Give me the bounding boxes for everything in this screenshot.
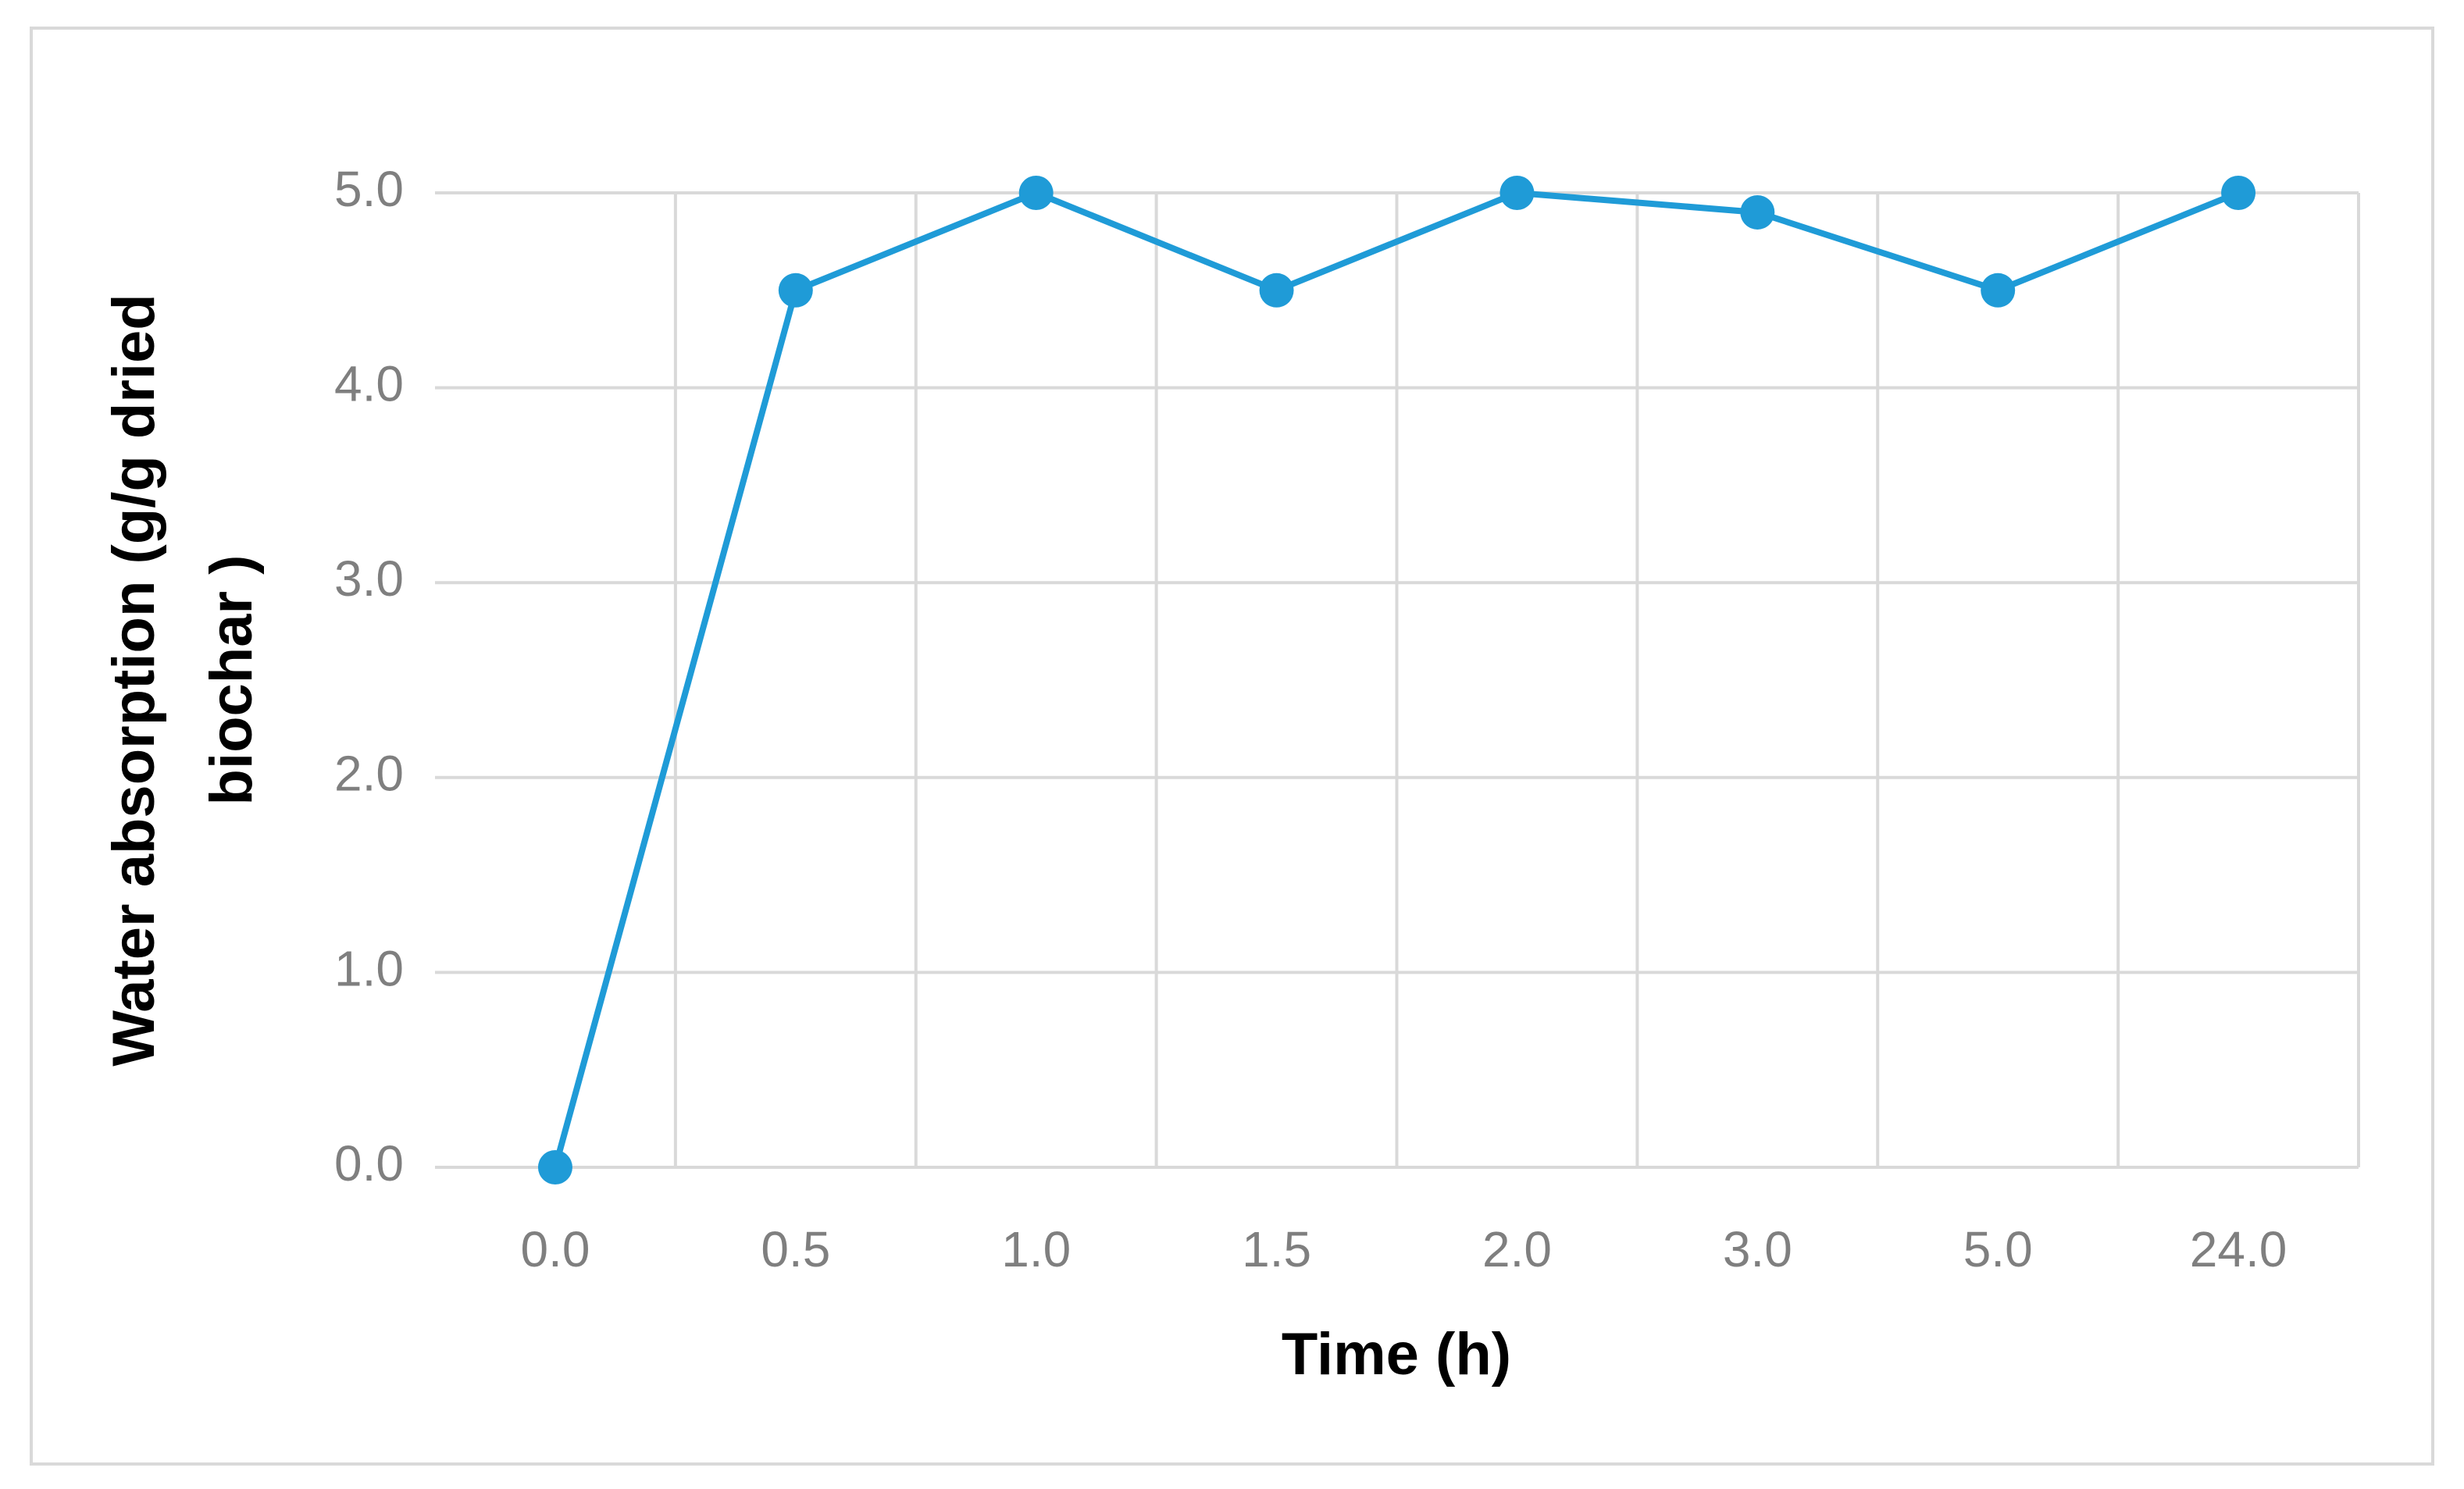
data-point bbox=[1259, 273, 1294, 308]
data-point bbox=[1740, 194, 1775, 230]
x-tick-label: 3.0 bbox=[1723, 1221, 1792, 1277]
y-axis-title: Water absorption (g/g dried bbox=[101, 294, 167, 1066]
x-tick-label: 0.5 bbox=[761, 1221, 830, 1277]
data-point bbox=[778, 273, 813, 308]
data-point bbox=[2221, 176, 2256, 210]
y-tick-label: 3.0 bbox=[334, 550, 404, 607]
x-tick-label: 0.0 bbox=[520, 1221, 590, 1277]
y-tick-label: 2.0 bbox=[334, 746, 404, 802]
y-tick-label: 5.0 bbox=[334, 161, 404, 217]
y-tick-label: 0.0 bbox=[334, 1135, 404, 1192]
x-tick-label: 24.0 bbox=[2190, 1221, 2287, 1277]
data-point bbox=[537, 1150, 572, 1184]
data-point bbox=[1981, 273, 2016, 308]
x-tick-label: 1.5 bbox=[1242, 1221, 1311, 1277]
x-tick-label: 5.0 bbox=[1963, 1221, 2033, 1277]
y-tick-label: 1.0 bbox=[334, 940, 404, 996]
chart-border bbox=[30, 27, 2434, 1466]
data-point bbox=[1499, 176, 1535, 210]
x-tick-label: 1.0 bbox=[1001, 1221, 1071, 1277]
y-axis-title: biochar ) bbox=[198, 555, 265, 806]
data-line bbox=[552, 190, 2240, 1169]
data-point bbox=[1018, 176, 1054, 210]
x-axis-title: Time (h) bbox=[1282, 1321, 1511, 1387]
x-tick-label: 2.0 bbox=[1482, 1221, 1552, 1277]
y-tick-label: 4.0 bbox=[334, 356, 404, 412]
